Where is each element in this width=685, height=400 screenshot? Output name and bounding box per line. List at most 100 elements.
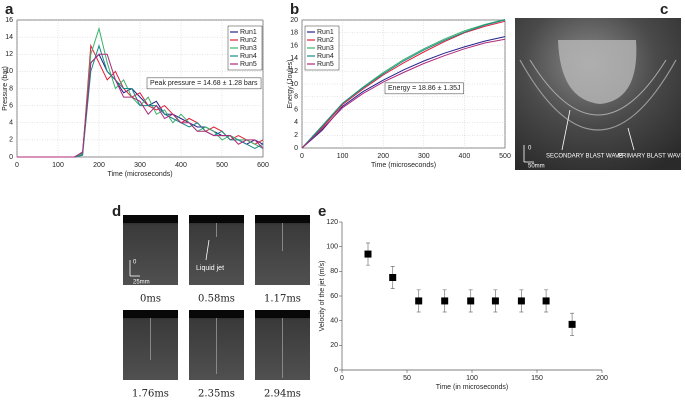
x-tick-label: 200 <box>377 153 389 160</box>
x-tick-label: 50 <box>403 375 411 382</box>
x-tick-label: 300 <box>134 162 146 169</box>
y-tick-label: 20 <box>330 342 338 349</box>
frame-time: 2.94ms <box>264 389 301 400</box>
y-tick-label: 16 <box>5 17 13 24</box>
legend-label: Run4 <box>240 53 257 60</box>
x-tick-label: 200 <box>596 375 608 382</box>
legend-label: Run4 <box>317 53 334 60</box>
x-tick-label: 100 <box>52 162 64 169</box>
y-tick-label: 100 <box>326 244 338 251</box>
blast-image <box>515 18 681 170</box>
y-tick-label: 20 <box>290 17 298 24</box>
annotation: Energy = 18.86 ± 1.35J <box>388 85 461 92</box>
panel-label: d <box>112 203 121 220</box>
y-tick-label: 0 <box>9 154 13 161</box>
x-tick-label: 600 <box>257 162 269 169</box>
frame-top <box>255 310 310 318</box>
y-tick-label: 14 <box>290 55 298 62</box>
y-tick-label: 18 <box>290 30 298 37</box>
scale-label: 50mm <box>528 164 545 170</box>
y-axis-label: Pressure (bar) <box>2 66 9 111</box>
y-tick-label: 60 <box>330 293 338 300</box>
frame-image <box>123 215 178 285</box>
y-tick-label: 10 <box>5 68 13 75</box>
frame-top <box>123 215 178 223</box>
frame-time: 0ms <box>140 294 161 305</box>
frame-top <box>189 310 244 318</box>
scale-zero: 0 <box>528 146 532 152</box>
plot-area <box>342 222 602 370</box>
marker <box>517 297 525 305</box>
primary-label: PRIMARY BLAST WAVE <box>618 154 684 160</box>
y-tick-label: 80 <box>330 268 338 275</box>
scale-zero: 0 <box>133 260 137 266</box>
y-tick-label: 14 <box>5 34 13 41</box>
x-tick-label: 400 <box>175 162 187 169</box>
y-tick-label: 0 <box>294 145 298 152</box>
x-tick-label: 400 <box>459 153 471 160</box>
marker <box>542 297 550 305</box>
marker <box>389 274 397 281</box>
legend-label: Run5 <box>240 61 257 68</box>
secondary-label: SECONDARY BLAST WAVE <box>546 154 623 160</box>
legend-label: Run2 <box>240 37 257 44</box>
x-tick-label: 200 <box>93 162 105 169</box>
x-tick-label: 0 <box>300 153 304 160</box>
marker <box>415 297 423 305</box>
line-series <box>301 19 506 149</box>
jet-label: Liquid jet <box>196 265 224 272</box>
x-tick-label: 500 <box>499 153 511 160</box>
y-axis-label: Energy (Joules) <box>287 59 294 108</box>
scale-label: 25mm <box>133 280 150 286</box>
x-tick-label: 100 <box>466 375 478 382</box>
y-tick-label: 6 <box>294 106 298 113</box>
legend-label: Run3 <box>240 45 257 52</box>
y-tick-label: 40 <box>330 318 338 325</box>
annotation-box <box>146 77 262 90</box>
x-tick-label: 0 <box>340 375 344 382</box>
y-axis-label: Velocity of the jet (m/s) <box>319 261 326 332</box>
panel-label: a <box>5 1 14 18</box>
y-tick-label: 8 <box>9 85 13 92</box>
y-tick-label: 6 <box>9 102 13 109</box>
annotation-box <box>384 82 464 95</box>
panel-label: c <box>660 1 668 18</box>
y-tick-label: 8 <box>294 94 298 101</box>
legend-label: Run1 <box>240 29 257 36</box>
y-tick-label: 0 <box>334 367 338 374</box>
x-axis-label: Time (microseconds) <box>107 171 172 178</box>
y-tick-label: 12 <box>290 68 298 75</box>
annotation: Peak pressure = 14.68 ± 1.28 bars <box>150 80 258 87</box>
legend-label: Run2 <box>317 37 334 44</box>
marker <box>568 320 576 328</box>
line-series <box>17 53 264 158</box>
panel-label: e <box>318 203 326 220</box>
y-tick-label: 4 <box>294 119 298 126</box>
x-axis-label: Time (microseconds) <box>371 162 436 169</box>
panel-label: b <box>290 1 299 18</box>
line-series <box>301 38 506 149</box>
frame-time: 0.58ms <box>198 294 235 305</box>
marker <box>491 297 499 305</box>
line-series <box>301 20 506 149</box>
jet-pointer <box>205 239 210 261</box>
marker <box>364 250 372 258</box>
x-tick-label: 500 <box>216 162 228 169</box>
y-tick-label: 2 <box>9 137 13 144</box>
x-axis-label: Time (in microseconds) <box>436 384 508 391</box>
legend-label: Run5 <box>317 61 334 68</box>
frame-top <box>255 215 310 223</box>
x-tick-label: 300 <box>418 153 430 160</box>
legend-label: Run3 <box>317 45 334 52</box>
x-tick-label: 0 <box>15 162 19 169</box>
y-tick-label: 2 <box>294 132 298 139</box>
frame-top <box>189 215 244 223</box>
y-tick-label: 12 <box>5 51 13 58</box>
y-tick-label: 16 <box>290 42 298 49</box>
frame-top <box>123 310 178 318</box>
x-tick-label: 150 <box>531 375 543 382</box>
x-tick-label: 100 <box>337 153 349 160</box>
y-tick-label: 4 <box>9 120 13 127</box>
frame-time: 1.17ms <box>264 294 301 305</box>
